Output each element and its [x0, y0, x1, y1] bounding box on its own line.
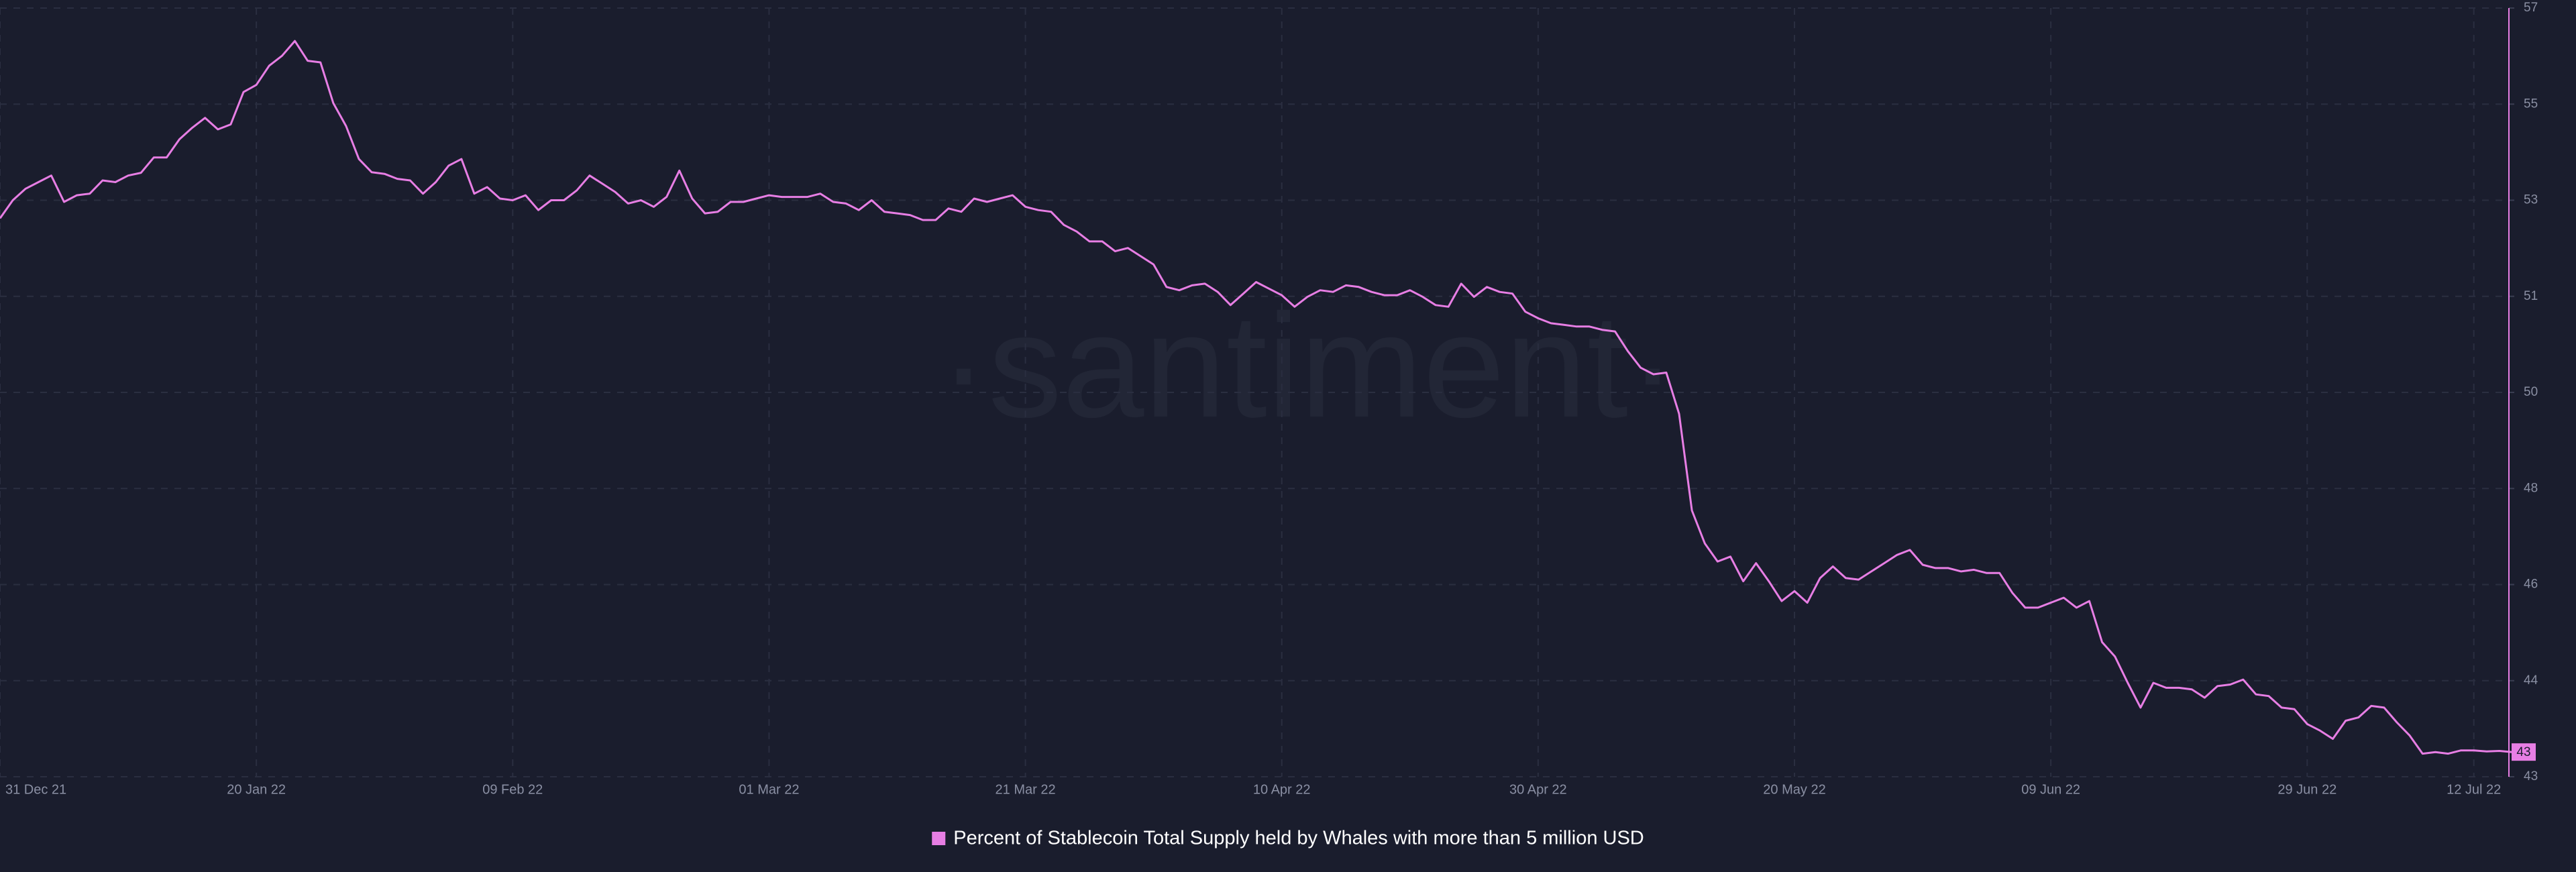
data-line: [0, 40, 2513, 755]
y-tick-label: 57: [2524, 1, 2538, 15]
y-tick-label: 53: [2524, 193, 2538, 207]
x-tick-label: 09 Feb 22: [482, 782, 543, 797]
x-tick-label: 21 Mar 22: [996, 782, 1056, 797]
x-tick-label: 29 Jun 22: [2277, 782, 2337, 797]
watermark: ·santiment·: [939, 283, 1677, 448]
x-tick-label: 30 Apr 22: [1509, 782, 1567, 797]
y-tick-label: 44: [2524, 673, 2538, 688]
y-tick-label: 43: [2524, 769, 2538, 783]
last-value-badge: [2512, 743, 2536, 761]
y-tick-label: 51: [2524, 289, 2538, 303]
x-tick-label: 09 Jun 22: [2021, 782, 2080, 797]
y-tick-label: 46: [2524, 578, 2538, 592]
y-tick-label: 55: [2524, 97, 2538, 111]
x-tick-label: 20 May 22: [1763, 782, 1825, 797]
legend-label: Percent of Stablecoin Total Supply held …: [953, 828, 1644, 849]
y-tick-label: 48: [2524, 481, 2538, 495]
y-tick-label: 50: [2524, 385, 2538, 399]
last-value-label: 43: [2516, 745, 2530, 759]
legend-swatch: [932, 832, 946, 845]
x-tick-label: 01 Mar 22: [739, 782, 799, 797]
x-tick-label: 20 Jan 22: [227, 782, 286, 797]
x-tick-label: 10 Apr 22: [1253, 782, 1311, 797]
x-tick-label: 12 Jul 22: [2447, 782, 2501, 797]
x-tick-label: 31 Dec 21: [5, 782, 66, 797]
